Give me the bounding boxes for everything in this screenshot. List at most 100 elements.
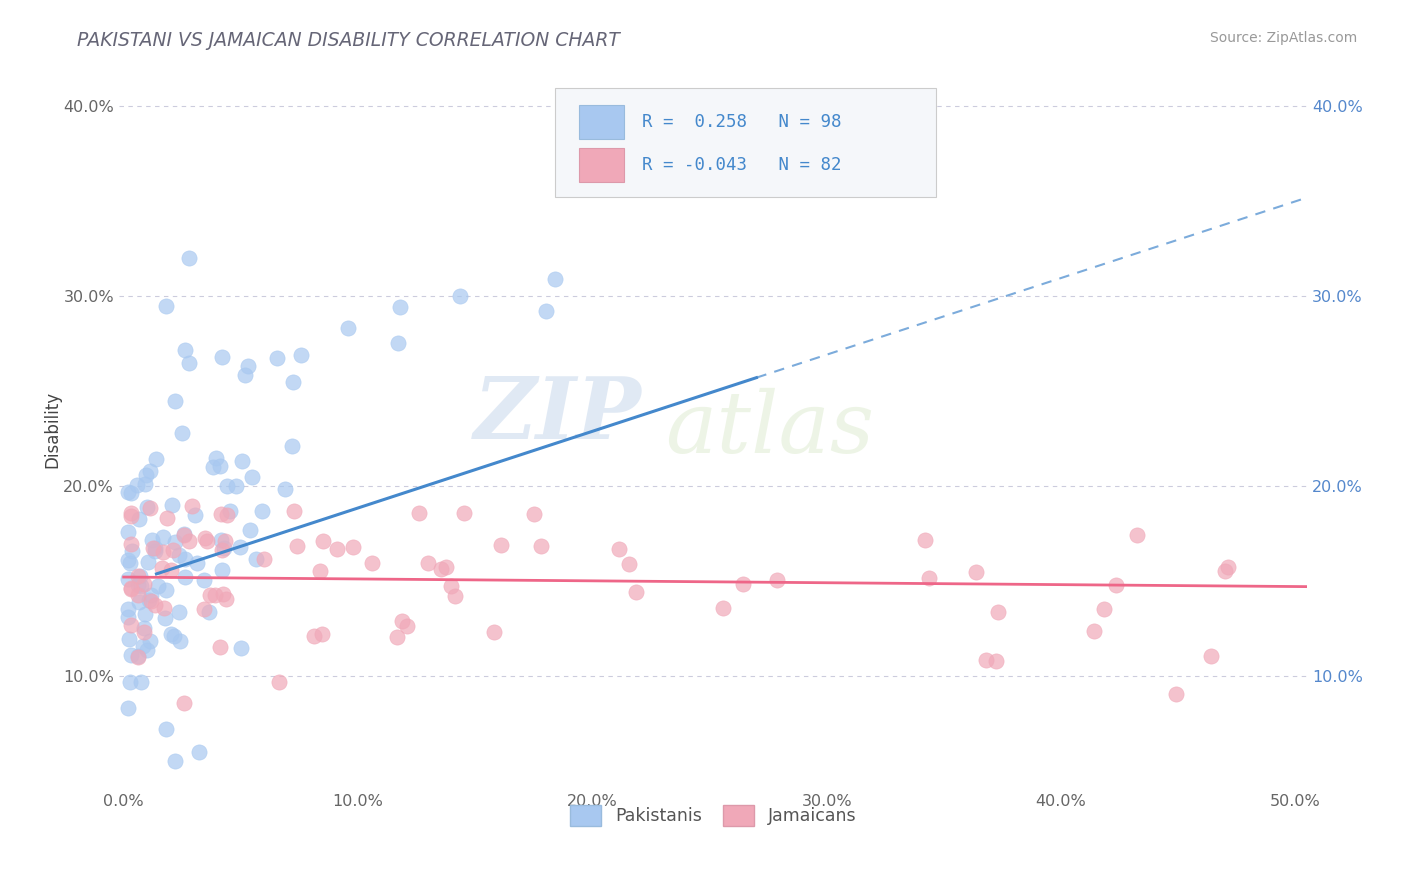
Point: [134, 607, 156, 621]
Point: [117, 701, 139, 715]
Point: [240, 469, 263, 483]
Point: [120, 537, 142, 551]
Point: [152, 545, 174, 559]
Point: [543, 272, 565, 286]
Point: [217, 478, 239, 492]
Text: ZIP: ZIP: [474, 373, 641, 457]
Legend: Pakistanis, Jamaicans: Pakistanis, Jamaicans: [561, 797, 865, 835]
Point: [136, 555, 159, 569]
Point: [117, 525, 139, 540]
Point: [117, 572, 139, 586]
Point: [173, 697, 195, 711]
Point: [128, 595, 150, 609]
Point: [285, 539, 308, 553]
Point: [194, 531, 217, 545]
Point: [211, 542, 233, 557]
Point: [173, 526, 195, 541]
Point: [177, 533, 200, 548]
Point: [139, 589, 162, 603]
Point: [142, 541, 165, 555]
Point: [135, 642, 157, 657]
Point: [267, 675, 290, 690]
Point: [179, 252, 201, 266]
Point: [607, 542, 630, 557]
FancyBboxPatch shape: [579, 148, 624, 183]
Point: [283, 504, 305, 518]
Point: [387, 336, 409, 351]
Point: [205, 451, 228, 466]
Point: [252, 552, 274, 566]
Point: [1092, 602, 1115, 616]
Point: [155, 583, 177, 598]
Point: [440, 579, 463, 593]
Point: [225, 479, 247, 493]
Point: [134, 577, 156, 591]
Point: [152, 530, 174, 544]
Point: [212, 587, 235, 601]
Text: PAKISTANI VS JAMAICAN DISABILITY CORRELATION CHART: PAKISTANI VS JAMAICAN DISABILITY CORRELA…: [77, 31, 620, 50]
Point: [215, 592, 238, 607]
Point: [449, 288, 471, 302]
Point: [208, 459, 231, 474]
Point: [326, 541, 349, 556]
Point: [127, 648, 149, 663]
Point: [169, 548, 191, 562]
Point: [974, 653, 997, 667]
FancyBboxPatch shape: [579, 104, 624, 139]
Point: [617, 557, 640, 571]
Point: [174, 343, 197, 358]
Point: [159, 627, 181, 641]
Point: [172, 425, 194, 440]
Point: [120, 617, 142, 632]
Point: [733, 576, 755, 591]
Point: [187, 745, 209, 759]
Point: [127, 569, 149, 583]
Point: [245, 551, 267, 566]
Point: [197, 533, 219, 548]
Point: [342, 541, 364, 555]
Point: [236, 359, 259, 374]
Point: [141, 594, 163, 608]
Text: R = -0.043   N = 82: R = -0.043 N = 82: [641, 156, 841, 174]
Point: [214, 534, 236, 549]
Point: [436, 560, 458, 574]
Point: [211, 562, 233, 576]
Point: [160, 498, 183, 512]
Point: [193, 602, 215, 616]
Point: [181, 499, 204, 513]
Point: [1216, 559, 1239, 574]
Point: [1126, 527, 1149, 541]
Point: [235, 368, 257, 382]
Point: [312, 533, 335, 548]
Point: [418, 556, 440, 570]
Text: Source: ZipAtlas.com: Source: ZipAtlas.com: [1209, 31, 1357, 45]
Text: R =  0.258   N = 98: R = 0.258 N = 98: [641, 113, 841, 131]
Point: [118, 675, 141, 690]
Point: [127, 588, 149, 602]
Point: [484, 624, 506, 639]
Point: [120, 648, 142, 662]
Point: [169, 605, 191, 619]
Point: [120, 582, 142, 597]
FancyBboxPatch shape: [555, 88, 936, 197]
Point: [443, 589, 465, 603]
Point: [290, 348, 312, 362]
Point: [211, 350, 233, 364]
Point: [204, 588, 226, 602]
Point: [117, 610, 139, 624]
Point: [209, 533, 232, 548]
Point: [1083, 624, 1105, 638]
Point: [132, 621, 155, 635]
Point: [120, 506, 142, 520]
Point: [184, 508, 207, 522]
Point: [128, 512, 150, 526]
Point: [388, 300, 411, 314]
Point: [489, 538, 512, 552]
Point: [530, 539, 553, 553]
Point: [160, 563, 183, 577]
Point: [302, 629, 325, 643]
Point: [186, 556, 208, 570]
Point: [231, 454, 253, 468]
Point: [150, 560, 173, 574]
Y-axis label: Disability: Disability: [44, 391, 60, 467]
